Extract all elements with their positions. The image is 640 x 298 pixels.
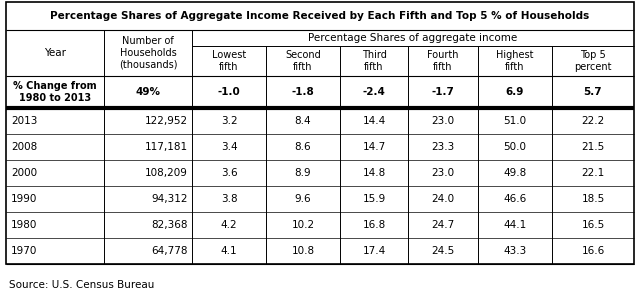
- Text: 2008: 2008: [11, 142, 37, 152]
- Text: 10.2: 10.2: [291, 220, 315, 230]
- Text: 14.8: 14.8: [362, 168, 386, 178]
- Text: Fourth
fifth: Fourth fifth: [428, 50, 459, 72]
- Text: Percentage Shares of Aggregate Income Received by Each Fifth and Top 5 % of Hous: Percentage Shares of Aggregate Income Re…: [51, 11, 589, 21]
- Text: % Change from
1980 to 2013: % Change from 1980 to 2013: [13, 81, 97, 103]
- Text: 17.4: 17.4: [362, 246, 386, 256]
- Text: Percentage Shares of aggregate income: Percentage Shares of aggregate income: [308, 33, 518, 43]
- Text: -1.7: -1.7: [431, 87, 454, 97]
- Text: 6.9: 6.9: [506, 87, 524, 97]
- Text: 2013: 2013: [11, 116, 37, 126]
- Text: 51.0: 51.0: [504, 116, 527, 126]
- Text: 24.5: 24.5: [431, 246, 454, 256]
- Text: 9.6: 9.6: [294, 194, 311, 204]
- Text: 1990: 1990: [11, 194, 37, 204]
- Text: 44.1: 44.1: [504, 220, 527, 230]
- Text: 16.8: 16.8: [362, 220, 386, 230]
- Text: 15.9: 15.9: [362, 194, 386, 204]
- Text: 108,209: 108,209: [145, 168, 188, 178]
- Text: Number of
Households
(thousands): Number of Households (thousands): [119, 36, 177, 70]
- Text: 16.6: 16.6: [581, 246, 605, 256]
- Text: -1.0: -1.0: [218, 87, 241, 97]
- Text: 24.7: 24.7: [431, 220, 454, 230]
- Text: 23.0: 23.0: [431, 168, 454, 178]
- Text: Highest
fifth: Highest fifth: [496, 50, 534, 72]
- Text: 2000: 2000: [11, 168, 37, 178]
- Text: 24.0: 24.0: [431, 194, 454, 204]
- Text: 94,312: 94,312: [152, 194, 188, 204]
- Bar: [6, 2, 634, 264]
- Text: -2.4: -2.4: [363, 87, 385, 97]
- Text: 14.7: 14.7: [362, 142, 386, 152]
- Text: -1.8: -1.8: [292, 87, 314, 97]
- Text: 50.0: 50.0: [504, 142, 527, 152]
- Text: 8.9: 8.9: [294, 168, 311, 178]
- Text: 4.2: 4.2: [221, 220, 237, 230]
- Text: Lowest
fifth: Lowest fifth: [212, 50, 246, 72]
- Text: 3.2: 3.2: [221, 116, 237, 126]
- Text: Source: U.S. Census Bureau: Source: U.S. Census Bureau: [9, 280, 154, 290]
- Text: 43.3: 43.3: [504, 246, 527, 256]
- Text: 22.1: 22.1: [581, 168, 605, 178]
- Text: 3.8: 3.8: [221, 194, 237, 204]
- Text: 16.5: 16.5: [581, 220, 605, 230]
- Text: 22.2: 22.2: [581, 116, 605, 126]
- Text: 3.4: 3.4: [221, 142, 237, 152]
- Text: 3.6: 3.6: [221, 168, 237, 178]
- Text: 14.4: 14.4: [362, 116, 386, 126]
- Text: 5.7: 5.7: [584, 87, 602, 97]
- Text: 10.8: 10.8: [291, 246, 315, 256]
- Text: 64,778: 64,778: [152, 246, 188, 256]
- Text: 18.5: 18.5: [581, 194, 605, 204]
- Text: Second
fifth: Second fifth: [285, 50, 321, 72]
- Text: 8.6: 8.6: [294, 142, 311, 152]
- Text: 1970: 1970: [11, 246, 37, 256]
- Text: 49%: 49%: [136, 87, 161, 97]
- Text: 23.0: 23.0: [431, 116, 454, 126]
- Text: 122,952: 122,952: [145, 116, 188, 126]
- Text: 21.5: 21.5: [581, 142, 605, 152]
- Text: 82,368: 82,368: [152, 220, 188, 230]
- Text: 117,181: 117,181: [145, 142, 188, 152]
- Text: 46.6: 46.6: [504, 194, 527, 204]
- Text: 4.1: 4.1: [221, 246, 237, 256]
- Text: Top 5
percent: Top 5 percent: [574, 50, 612, 72]
- Text: 49.8: 49.8: [504, 168, 527, 178]
- Text: 8.4: 8.4: [294, 116, 311, 126]
- Text: 1980: 1980: [11, 220, 37, 230]
- Text: 23.3: 23.3: [431, 142, 454, 152]
- Text: Third
fifth: Third fifth: [362, 50, 387, 72]
- Text: Year: Year: [44, 48, 66, 58]
